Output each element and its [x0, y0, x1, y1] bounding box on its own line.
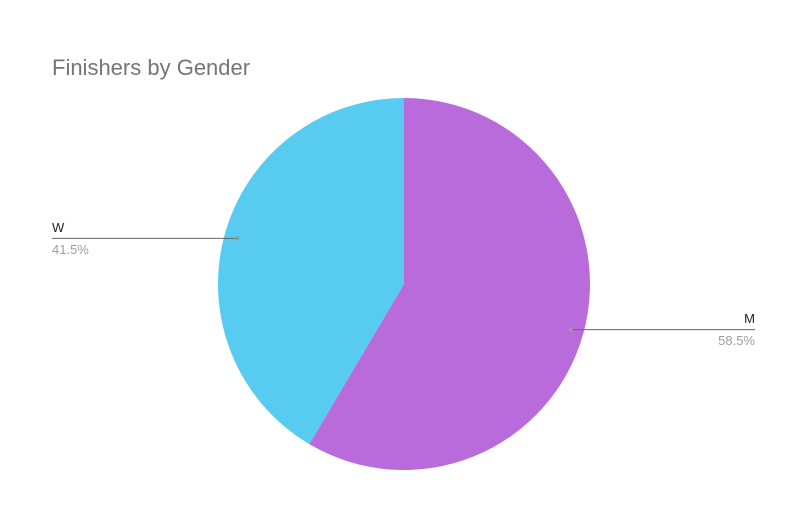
- slice-value-label: 58.5%: [718, 333, 755, 348]
- chart-title: Finishers by Gender: [52, 55, 250, 80]
- slice-value-label: 41.5%: [52, 242, 89, 257]
- leader-dot: [235, 236, 240, 241]
- pie-slice: [218, 98, 404, 445]
- slice-label: M: [744, 311, 755, 326]
- leader-dot: [568, 327, 573, 332]
- slice-label: W: [52, 220, 65, 235]
- pie-slice: [309, 98, 591, 470]
